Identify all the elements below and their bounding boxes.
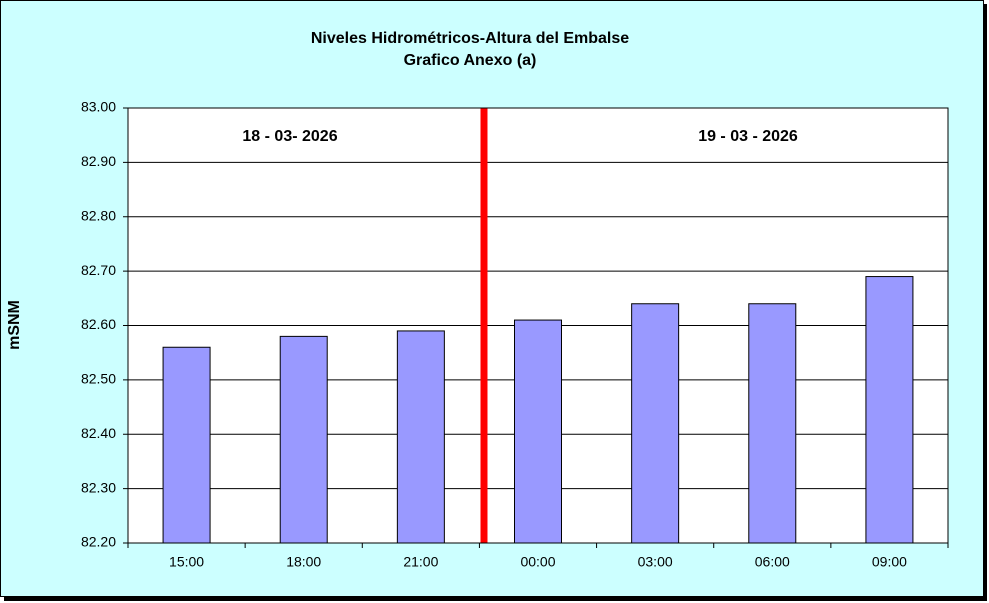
y-tick-label: 82.30 [81,479,116,495]
date-annotation: 19 - 03 - 2026 [698,128,798,145]
bar [162,346,211,544]
y-tick-label: 82.70 [81,262,116,278]
bar [748,303,797,544]
x-tick-label: 15:00 [169,554,204,570]
bar [865,276,914,544]
x-tick-label: 06:00 [755,554,790,570]
x-tick-label: 03:00 [638,554,673,570]
x-tick-label: 00:00 [520,554,555,570]
bar [396,330,445,544]
y-tick-label: 82.60 [81,316,116,332]
y-tick-label: 82.20 [81,534,116,550]
bar [279,335,328,544]
x-tick-label: 09:00 [872,554,907,570]
y-tick-label: 82.50 [81,371,116,387]
y-tick-label: 82.80 [81,207,116,223]
bars [162,276,914,544]
chart-subtitle: Grafico Anexo (a) [404,52,537,69]
bar [514,319,562,544]
y-tick-label: 82.90 [81,153,116,169]
date-annotation: 18 - 03- 2026 [242,128,337,145]
plot-border [127,107,949,544]
y-tick-label: 82.40 [81,425,116,441]
bar [631,303,680,544]
chart-title: Niveles Hidrométricos-Altura del Embalse [311,30,629,47]
x-tick-label: 18:00 [286,554,321,570]
y-axis-label: mSNM [6,300,23,350]
y-tick-label: 83.00 [81,99,116,115]
x-tick-label: 21:00 [403,554,438,570]
